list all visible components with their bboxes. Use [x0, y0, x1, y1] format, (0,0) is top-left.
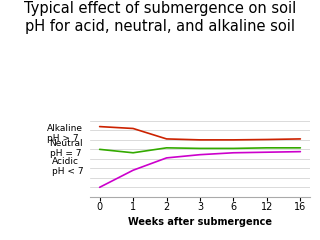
Text: Neutral
pH = 7: Neutral pH = 7	[50, 139, 83, 158]
Text: Alkaline
pH > 7: Alkaline pH > 7	[47, 124, 83, 143]
Text: Acidic
pH < 7: Acidic pH < 7	[52, 157, 83, 176]
Text: Typical effect of submergence on soil
pH for acid, neutral, and alkaline soil: Typical effect of submergence on soil pH…	[24, 1, 296, 34]
X-axis label: Weeks after submergence: Weeks after submergence	[128, 216, 272, 227]
